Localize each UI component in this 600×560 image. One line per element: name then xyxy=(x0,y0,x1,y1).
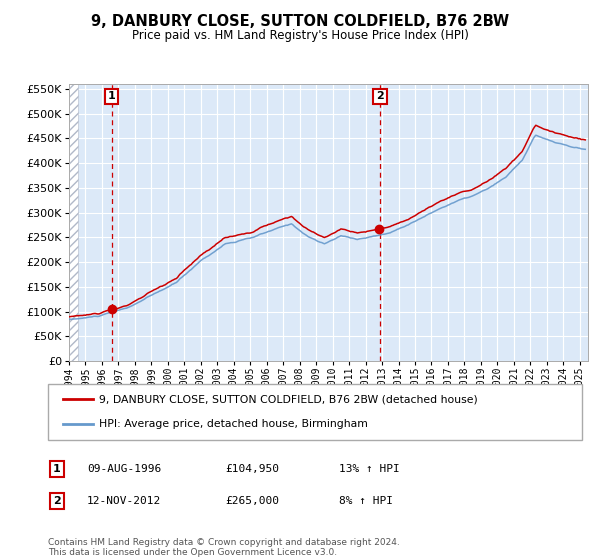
Text: Price paid vs. HM Land Registry's House Price Index (HPI): Price paid vs. HM Land Registry's House … xyxy=(131,29,469,42)
Text: 9, DANBURY CLOSE, SUTTON COLDFIELD, B76 2BW: 9, DANBURY CLOSE, SUTTON COLDFIELD, B76 … xyxy=(91,14,509,29)
Text: 1: 1 xyxy=(108,91,116,101)
Text: £265,000: £265,000 xyxy=(225,496,279,506)
Text: 8% ↑ HPI: 8% ↑ HPI xyxy=(339,496,393,506)
Text: £104,950: £104,950 xyxy=(225,464,279,474)
Text: 2: 2 xyxy=(53,496,61,506)
Bar xyxy=(69,84,78,361)
Text: Contains HM Land Registry data © Crown copyright and database right 2024.
This d: Contains HM Land Registry data © Crown c… xyxy=(48,538,400,557)
Text: 2: 2 xyxy=(376,91,384,101)
Text: HPI: Average price, detached house, Birmingham: HPI: Average price, detached house, Birm… xyxy=(99,419,368,429)
Text: 09-AUG-1996: 09-AUG-1996 xyxy=(87,464,161,474)
Text: 13% ↑ HPI: 13% ↑ HPI xyxy=(339,464,400,474)
Text: 1: 1 xyxy=(53,464,61,474)
Text: 9, DANBURY CLOSE, SUTTON COLDFIELD, B76 2BW (detached house): 9, DANBURY CLOSE, SUTTON COLDFIELD, B76 … xyxy=(99,394,478,404)
Text: 12-NOV-2012: 12-NOV-2012 xyxy=(87,496,161,506)
